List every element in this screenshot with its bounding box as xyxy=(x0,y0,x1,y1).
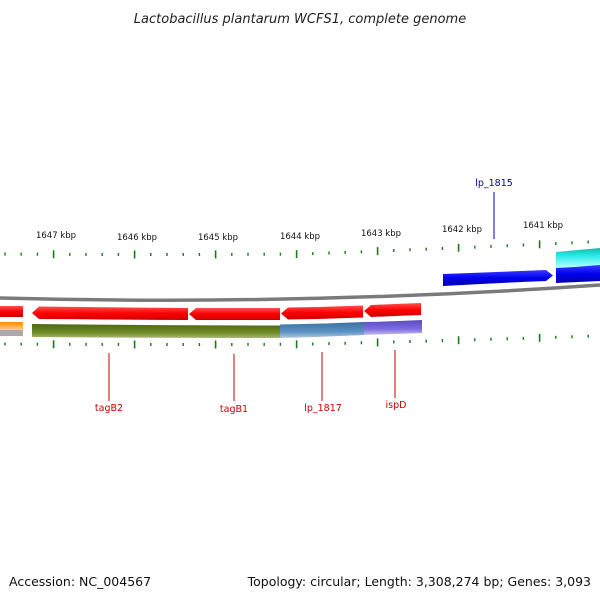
ruler-ticks-bottom xyxy=(4,333,589,349)
feature-track-slate xyxy=(364,320,422,335)
gene-label-tagB1: tagB1 xyxy=(220,404,248,415)
gene-label-tagB2: tagB2 xyxy=(95,403,123,414)
feature-track-gray-edge xyxy=(0,330,23,336)
ruler-ticks-top xyxy=(4,240,589,259)
gene-label-lp_1817: lp_1817 xyxy=(304,403,342,414)
ruler-label: 1646 kbp xyxy=(117,233,157,243)
topology-text: Topology: circular; Length: 3,308,274 bp… xyxy=(247,574,591,589)
accession-text: Accession: NC_004567 xyxy=(9,574,151,589)
gene-label-ispD: ispD xyxy=(386,400,407,411)
ruler-label: 1642 kbp xyxy=(442,225,482,235)
gene-ispD-arrow xyxy=(364,303,421,317)
feature-track-green xyxy=(32,324,280,338)
feature-track-orange xyxy=(0,322,23,330)
ruler-label: 1647 kbp xyxy=(36,231,76,241)
feature-track-steel xyxy=(280,322,364,338)
ruler-label: 1645 kbp xyxy=(198,233,238,243)
gene-tagB2-arrow xyxy=(32,306,188,320)
gene-label-lp_1815: lp_1815 xyxy=(475,178,513,189)
gene-arrow-left-edge xyxy=(0,306,23,317)
gene-feature-blue-edge xyxy=(556,265,600,283)
gene-tagB1-arrow xyxy=(189,308,280,320)
map-title: Lactobacillus plantarum WCFS1, complete … xyxy=(134,12,466,27)
genome-backbone xyxy=(0,283,600,302)
gene-lp_1815-arrow xyxy=(443,270,553,286)
ruler-label: 1643 kbp xyxy=(361,229,401,239)
ruler-label: 1641 kbp xyxy=(523,221,563,231)
cds-feature-cyan xyxy=(556,248,600,268)
ruler-label: 1644 kbp xyxy=(280,232,320,242)
ruler-labels: 1647 kbp 1646 kbp 1645 kbp 1644 kbp 1643… xyxy=(36,221,563,243)
gene-lp_1817-arrow xyxy=(281,305,363,320)
